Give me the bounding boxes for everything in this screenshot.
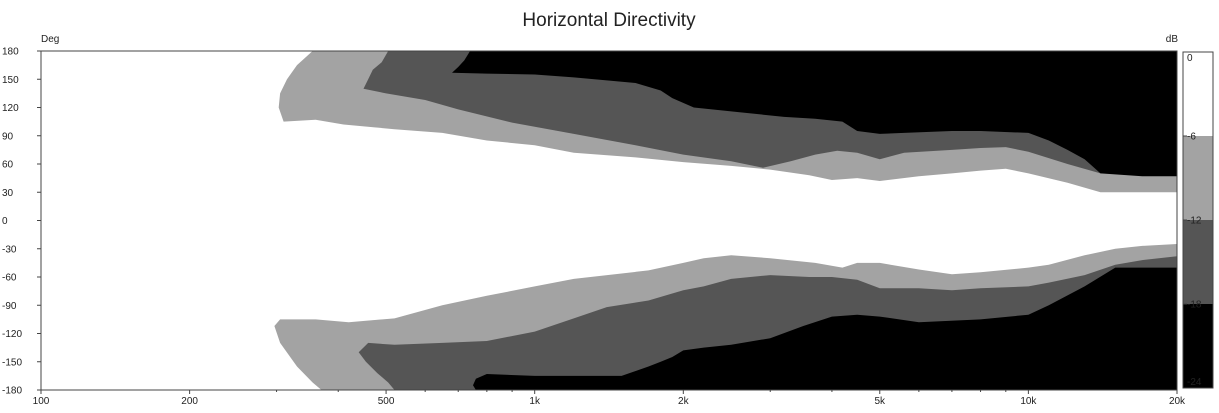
y-tick-label: 60 <box>2 160 14 171</box>
colorbar-unit-label: dB <box>1166 34 1179 45</box>
x-tick-label: 200 <box>181 396 198 407</box>
colorbar-tick-label: 0 <box>1187 53 1193 64</box>
colorbar-band <box>1183 304 1213 388</box>
x-tick-label: 100 <box>33 396 50 407</box>
x-tick-label: 1k <box>529 396 541 407</box>
y-tick-label: 30 <box>2 188 14 199</box>
colorbar-tick-label: -6 <box>1187 132 1196 143</box>
x-tick-label: 2k <box>678 396 690 407</box>
y-tick-label: 90 <box>2 131 14 142</box>
y-tick-label: -60 <box>2 273 17 284</box>
colorbar-band <box>1183 220 1213 304</box>
y-axis-label: Deg <box>41 34 59 45</box>
colorbar-band <box>1183 52 1213 136</box>
y-tick-label: 120 <box>2 103 19 114</box>
y-tick-label: 0 <box>2 216 8 227</box>
axes: 180 150 120 90 60 30 0 -30 -60 -90 -120 -150 -180 100… <box>2 47 1186 408</box>
colorbar-tick-label: -12 <box>1187 216 1202 227</box>
colorbar-tick-label: -24 <box>1187 377 1202 388</box>
y-tick-label: 180 <box>2 47 19 58</box>
x-tick-label: 10k <box>1020 396 1037 407</box>
x-tick-label: 500 <box>378 396 395 407</box>
colorbar-tick-label: -18 <box>1187 300 1202 311</box>
colorbar: 0 -6 -12 -18 -24 <box>1182 51 1214 389</box>
contour-lower-18db <box>473 267 1177 390</box>
y-tick-label: -90 <box>2 301 17 312</box>
contour-upper-18db <box>452 51 1177 177</box>
x-tick-label: 20k <box>1169 396 1186 407</box>
y-tick-label: 150 <box>2 75 19 86</box>
y-tick-label: -180 <box>2 386 22 397</box>
y-tick-label: -120 <box>2 329 22 340</box>
y-tick-label: -30 <box>2 244 17 255</box>
x-tick-label: 5k <box>874 396 886 407</box>
chart-title: Horizontal Directivity <box>522 10 696 31</box>
plot-area <box>41 51 1177 390</box>
colorbar-band <box>1183 136 1213 220</box>
contour-regions <box>274 51 1177 390</box>
y-tick-label: -150 <box>2 357 22 368</box>
